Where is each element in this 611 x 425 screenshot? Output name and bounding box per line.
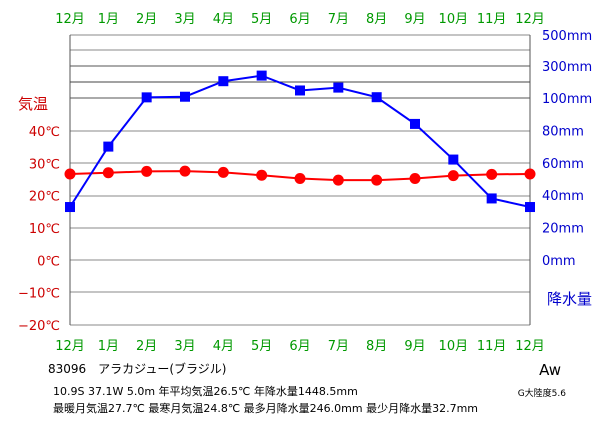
precipitation-tick-label: 20mm bbox=[542, 222, 584, 237]
month-label-bottom: 2月 bbox=[136, 339, 157, 354]
precipitation-point bbox=[448, 154, 459, 165]
station-details: 10.9S 37.1W 5.0m 年平均気温26.5℃ 年降水量1448.5mm bbox=[53, 385, 358, 398]
temperature-tick-label: −20℃ bbox=[18, 319, 60, 334]
station-extremes: 最暖月気温27.7℃ 最寒月気温24.8℃ 最多月降水量246.0mm 最少月降… bbox=[53, 402, 479, 415]
month-label-bottom: 7月 bbox=[328, 339, 349, 354]
continentality-note: G大陸度5.6 bbox=[517, 389, 566, 399]
temperature-point bbox=[486, 168, 498, 180]
temperature-point bbox=[217, 166, 229, 178]
precipitation-point bbox=[103, 141, 114, 152]
precipitation-point bbox=[256, 70, 267, 81]
month-label-top: 1月 bbox=[98, 12, 119, 27]
month-label-bottom: 4月 bbox=[213, 339, 234, 354]
temperature-tick-label: 40℃ bbox=[29, 125, 60, 140]
month-label-bottom: 10月 bbox=[439, 339, 469, 354]
temperature-axis-title: 気温 bbox=[18, 95, 48, 113]
precipitation-point bbox=[333, 82, 344, 93]
precipitation-axis-title: 降水量 bbox=[547, 290, 592, 308]
temperature-point bbox=[102, 167, 114, 179]
temperature-point bbox=[179, 165, 191, 177]
temperature-tick-label: 20℃ bbox=[29, 190, 60, 205]
precipitation-tick-label: 40mm bbox=[542, 189, 584, 204]
precipitation-tick-label: 500mm bbox=[542, 29, 592, 44]
month-label-bottom: 3月 bbox=[174, 339, 195, 354]
temperature-point bbox=[524, 168, 536, 180]
precipitation-point bbox=[295, 85, 305, 96]
month-label-bottom: 6月 bbox=[289, 339, 310, 354]
month-label-bottom: 12月 bbox=[515, 339, 545, 354]
precipitation-point bbox=[141, 92, 152, 103]
station-name: 83096 アラカジュー(ブラジル) bbox=[48, 362, 227, 376]
precipitation-point bbox=[410, 118, 420, 129]
temperature-point bbox=[409, 173, 421, 185]
temperature-point bbox=[332, 174, 344, 186]
precipitation-point bbox=[371, 92, 382, 103]
month-label-top: 7月 bbox=[328, 12, 349, 27]
temperature-tick-label: 10℃ bbox=[29, 222, 60, 237]
month-label-top: 4月 bbox=[213, 12, 234, 27]
month-label-top: 3月 bbox=[174, 12, 195, 27]
month-label-top: 11月 bbox=[477, 12, 507, 27]
precipitation-point bbox=[65, 202, 75, 213]
temperature-point bbox=[294, 173, 306, 185]
climograph: 12月 12月 1月 1月 2月 2月 3月 3月 4月 4月 5月 5月 6月 6月 7月 7月 8月 8月 9月… bbox=[18, 12, 592, 354]
month-label-top: 8月 bbox=[366, 12, 387, 27]
temperature-point bbox=[256, 169, 268, 181]
precipitation-point bbox=[180, 91, 190, 102]
month-label-top: 12月 bbox=[55, 12, 85, 27]
month-label-top: 2月 bbox=[136, 12, 157, 27]
month-label-top: 6月 bbox=[289, 12, 310, 27]
month-label-bottom: 5月 bbox=[251, 339, 272, 354]
precipitation-tick-label: 100mm bbox=[542, 92, 592, 107]
precipitation-tick-label: 60mm bbox=[542, 157, 584, 172]
month-label-bottom: 8月 bbox=[366, 339, 387, 354]
temperature-tick-label: 30℃ bbox=[29, 157, 60, 172]
precipitation-point bbox=[218, 76, 229, 87]
climate-code: Aw bbox=[539, 361, 561, 379]
precipitation-point bbox=[525, 202, 535, 213]
month-label-bottom: 1月 bbox=[98, 339, 119, 354]
month-label-top: 12月 bbox=[515, 12, 545, 27]
temperature-point bbox=[371, 174, 383, 186]
temperature-tick-label: 0℃ bbox=[37, 254, 60, 269]
month-label-bottom: 9月 bbox=[404, 339, 425, 354]
precipitation-tick-label: 80mm bbox=[542, 124, 584, 139]
precipitation-point bbox=[486, 193, 497, 204]
month-label-bottom: 11月 bbox=[477, 339, 507, 354]
month-label-top: 10月 bbox=[439, 12, 469, 27]
month-label-top: 9月 bbox=[404, 12, 425, 27]
precipitation-tick-label: 0mm bbox=[542, 254, 576, 269]
precipitation-tick-label: 300mm bbox=[542, 60, 592, 75]
temperature-point bbox=[64, 168, 76, 180]
temperature-tick-label: −10℃ bbox=[18, 287, 60, 302]
month-label-top: 5月 bbox=[251, 12, 272, 27]
temperature-point bbox=[447, 170, 459, 182]
month-label-bottom: 12月 bbox=[55, 339, 85, 354]
temperature-point bbox=[141, 165, 153, 177]
